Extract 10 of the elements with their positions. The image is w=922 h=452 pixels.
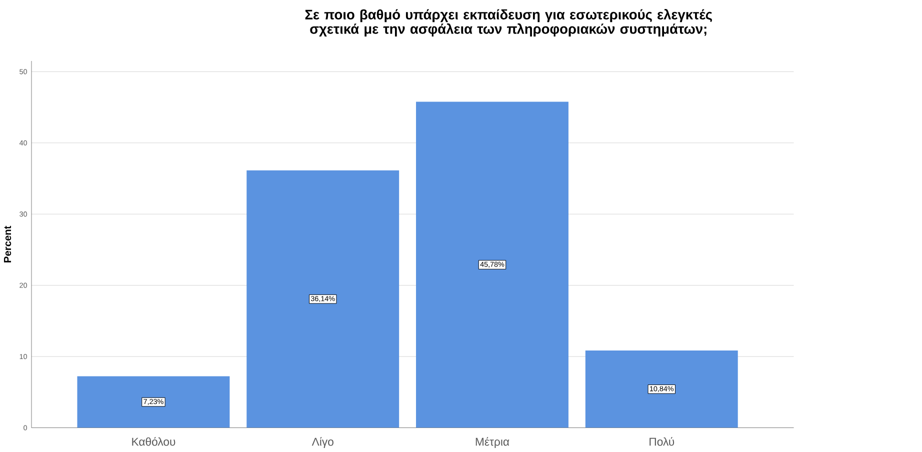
x-tick-label: Μέτρια <box>476 437 510 448</box>
bar <box>416 102 568 428</box>
x-tick-label: Καθόλου <box>132 437 176 446</box>
chart-title: Σε ποιο βαθμό υπάρχει εκπαίδευση για εσωτερικούς ελεγκτές σχετικά με την ασφάλεια των πληροφοριακών συστημάτων; <box>305 9 712 37</box>
x-tick-label: Λίγο <box>312 437 334 448</box>
x-tick-label: Πολύ <box>650 437 674 446</box>
y-axis-title: Percent <box>4 226 12 262</box>
bar <box>585 350 738 428</box>
bar <box>246 170 400 428</box>
bar <box>77 376 230 428</box>
